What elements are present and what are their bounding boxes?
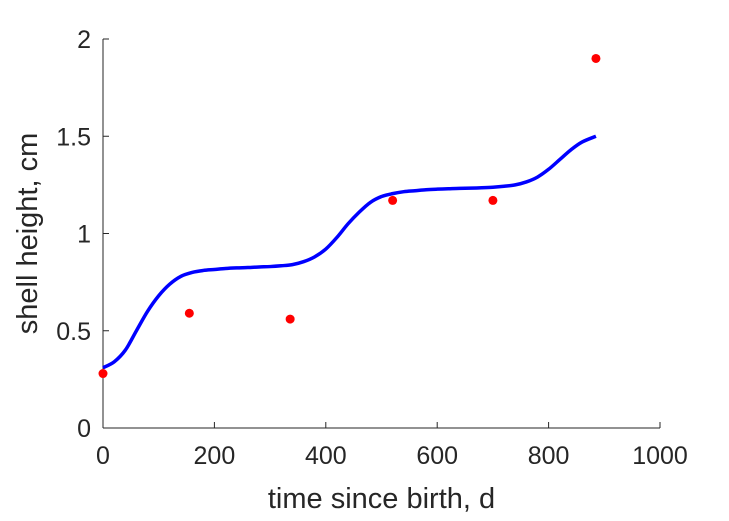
x-axis-label: time since birth, d — [268, 483, 495, 515]
data-point — [591, 53, 601, 63]
y-tick-label: 2 — [77, 26, 91, 54]
x-tick-label: 200 — [194, 442, 236, 470]
data-point — [388, 195, 398, 205]
x-tick-label: 400 — [305, 442, 347, 470]
data-point — [98, 369, 108, 379]
axes — [102, 39, 660, 429]
y-axis-label: shell height, cm — [12, 133, 44, 335]
y-tick-label: 1.5 — [56, 123, 91, 151]
y-tick-label: 1 — [77, 221, 91, 249]
x-tick-label: 1000 — [632, 442, 688, 470]
model-curve-line — [102, 134, 597, 370]
data-point — [184, 308, 194, 318]
y-ticks: 0 0.5 1 1.5 2 — [56, 26, 109, 443]
x-tick-label: 800 — [528, 442, 570, 470]
data-point — [285, 314, 295, 324]
y-tick-label: 0.5 — [56, 318, 91, 346]
plot-series — [98, 53, 601, 379]
x-tick-label: 600 — [416, 442, 458, 470]
y-tick-label: 0 — [77, 415, 91, 443]
data-point — [488, 195, 498, 205]
x-ticks: 0 200 400 600 800 1000 — [96, 422, 688, 470]
x-tick-label: 0 — [96, 442, 110, 470]
